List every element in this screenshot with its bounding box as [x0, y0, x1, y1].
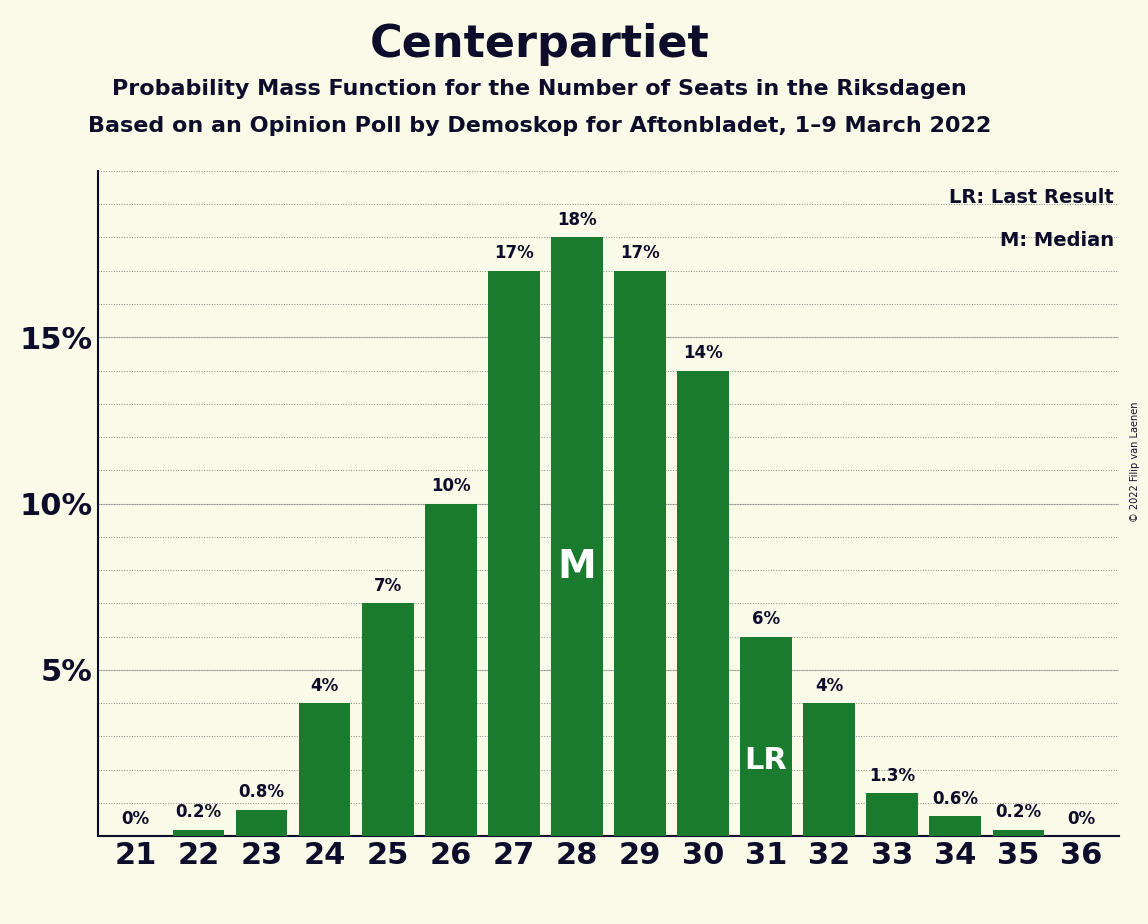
Text: 4%: 4%: [815, 677, 844, 695]
Text: 4%: 4%: [310, 677, 339, 695]
Text: 18%: 18%: [557, 212, 597, 229]
Bar: [298, 703, 350, 836]
Bar: [235, 809, 287, 836]
Text: M: Median: M: Median: [1000, 231, 1115, 249]
Text: 17%: 17%: [620, 245, 660, 262]
Text: LR: Last Result: LR: Last Result: [949, 188, 1115, 207]
Bar: [867, 793, 918, 836]
Bar: [740, 637, 792, 836]
Text: 0.6%: 0.6%: [932, 790, 978, 808]
Text: 17%: 17%: [494, 245, 534, 262]
Text: 1.3%: 1.3%: [869, 767, 915, 784]
Text: LR: LR: [745, 746, 788, 775]
Text: 7%: 7%: [373, 578, 402, 595]
Bar: [677, 371, 729, 836]
Text: Probability Mass Function for the Number of Seats in the Riksdagen: Probability Mass Function for the Number…: [113, 79, 967, 99]
Bar: [551, 237, 603, 836]
Text: 14%: 14%: [683, 345, 723, 362]
Text: 0.2%: 0.2%: [995, 803, 1041, 821]
Bar: [614, 271, 666, 836]
Text: Based on an Opinion Poll by Demoskop for Aftonbladet, 1–9 March 2022: Based on an Opinion Poll by Demoskop for…: [88, 116, 991, 136]
Text: 0.2%: 0.2%: [176, 803, 222, 821]
Bar: [172, 830, 224, 836]
Bar: [362, 603, 413, 836]
Text: Centerpartiet: Centerpartiet: [370, 23, 709, 67]
Bar: [993, 830, 1045, 836]
Text: 0%: 0%: [1068, 810, 1095, 828]
Text: 6%: 6%: [752, 611, 781, 628]
Bar: [488, 271, 540, 836]
Text: M: M: [558, 548, 596, 586]
Text: © 2022 Filip van Laenen: © 2022 Filip van Laenen: [1130, 402, 1140, 522]
Text: 10%: 10%: [430, 478, 471, 495]
Text: 0.8%: 0.8%: [239, 784, 285, 801]
Bar: [930, 816, 982, 836]
Bar: [425, 504, 476, 836]
Text: 0%: 0%: [122, 810, 149, 828]
Bar: [804, 703, 855, 836]
